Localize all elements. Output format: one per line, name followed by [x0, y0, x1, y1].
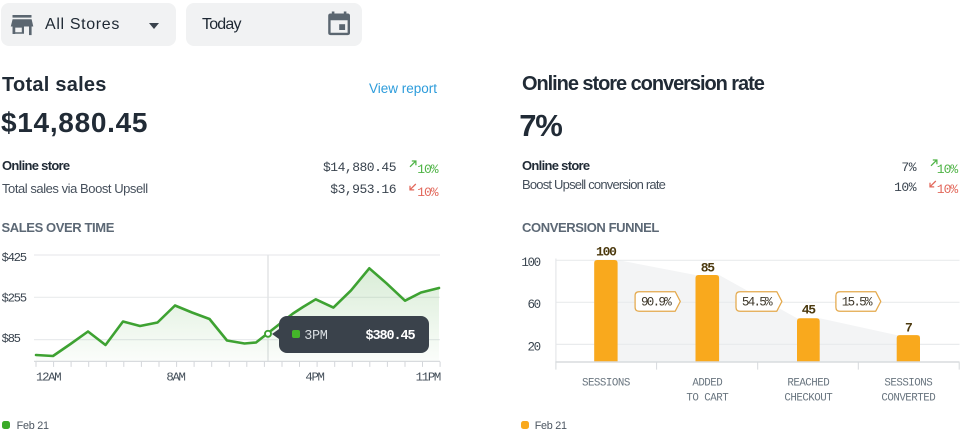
svg-text:20: 20: [527, 340, 540, 354]
svg-text:7: 7: [905, 321, 912, 336]
svg-text:4PM: 4PM: [305, 371, 324, 385]
svg-text:100: 100: [521, 256, 540, 270]
svg-text:REACHED: REACHED: [787, 377, 829, 389]
svg-text:60: 60: [527, 298, 540, 312]
svg-text:8AM: 8AM: [166, 371, 185, 385]
svg-text:100: 100: [596, 245, 617, 260]
svg-text:45: 45: [802, 303, 817, 318]
svg-text:90.9%: 90.9%: [641, 296, 672, 310]
svg-text:SESSIONS: SESSIONS: [582, 377, 630, 389]
svg-text:$255: $255: [2, 292, 27, 306]
svg-text:11PM: 11PM: [416, 371, 441, 385]
svg-text:TO CART: TO CART: [686, 392, 729, 404]
svg-text:54.5%: 54.5%: [742, 296, 773, 310]
svg-text:ADDED: ADDED: [692, 377, 722, 389]
svg-text:$85: $85: [2, 332, 21, 346]
svg-text:15.5%: 15.5%: [842, 296, 873, 310]
svg-text:CONVERTED: CONVERTED: [881, 392, 935, 404]
svg-text:12AM: 12AM: [36, 371, 61, 385]
svg-text:CHECKOUT: CHECKOUT: [784, 392, 833, 404]
svg-text:85: 85: [701, 260, 716, 275]
svg-text:$425: $425: [2, 251, 27, 265]
svg-text:SESSIONS: SESSIONS: [884, 377, 932, 389]
